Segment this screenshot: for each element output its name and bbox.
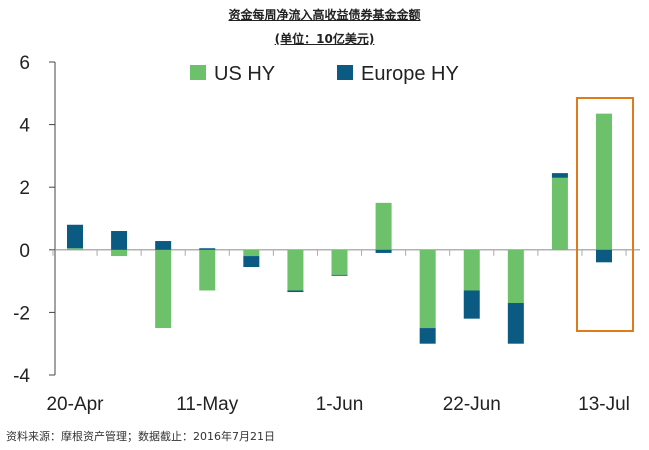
y-tick-label: 4 — [19, 116, 30, 137]
x-tick-label: 22-Jun — [443, 394, 501, 415]
legend-label-us-hy: US HY — [214, 63, 275, 85]
highlight-box — [576, 97, 634, 332]
bar-europe-hy — [243, 256, 260, 268]
y-tick-label: 2 — [19, 178, 30, 199]
legend-swatch-us-hy — [190, 65, 206, 80]
bar-europe-hy — [111, 231, 128, 250]
bar-europe-hy — [419, 328, 436, 344]
x-tick-label: 11-May — [176, 394, 238, 415]
y-tick-label: -2 — [13, 303, 30, 324]
bar-us-hy — [596, 113, 612, 250]
bar-us-hy — [155, 249, 172, 329]
chart-title: 资金每周净流入高收益债券基金金额 — [228, 8, 421, 22]
bar-us-hy — [551, 177, 568, 250]
bar-us-hy — [331, 249, 348, 275]
bar-us-hy — [67, 248, 83, 250]
y-tick-label: 0 — [19, 241, 30, 262]
bar-us-hy — [375, 202, 392, 250]
legend-swatch-europe-hy — [337, 65, 353, 80]
chart-subtitle: (单位：10亿美元) — [274, 32, 375, 46]
bar-us-hy — [507, 249, 524, 304]
x-tick-label: 20-Apr — [46, 394, 104, 415]
bar-us-hy — [111, 249, 128, 257]
bar-europe-hy — [155, 241, 172, 250]
bar-us-hy — [287, 249, 304, 291]
y-tick-label: 6 — [19, 53, 30, 74]
source-note: 资料来源：摩根资产管理；数据截止：2016年7月21日 — [6, 430, 275, 443]
bar-us-hy — [463, 249, 480, 291]
bar-europe-hy — [463, 290, 480, 319]
bar-europe-hy — [287, 290, 304, 293]
bar-europe-hy — [375, 249, 392, 253]
bar-europe-hy — [331, 274, 348, 276]
bar-us-hy — [243, 249, 260, 257]
bar-europe-hy — [67, 224, 83, 249]
bar-europe-hy — [199, 248, 216, 250]
bar-chart: -4 -2 0 2 4 6 20-Apr 11-May 1-Jun 22-Jun 13-Jul US … — [13, 53, 640, 415]
x-tick-label: 1-Jun — [316, 394, 364, 415]
bar-us-hy — [419, 249, 436, 329]
bar-europe-hy — [551, 173, 568, 178]
legend-label-europe-hy: Europe HY — [361, 63, 459, 85]
y-tick-label: -4 — [13, 366, 30, 387]
bar-us-hy — [199, 249, 216, 291]
bar-europe-hy — [507, 303, 524, 344]
bar-europe-hy — [596, 249, 612, 263]
x-tick-label: 13-Jul — [578, 394, 630, 415]
